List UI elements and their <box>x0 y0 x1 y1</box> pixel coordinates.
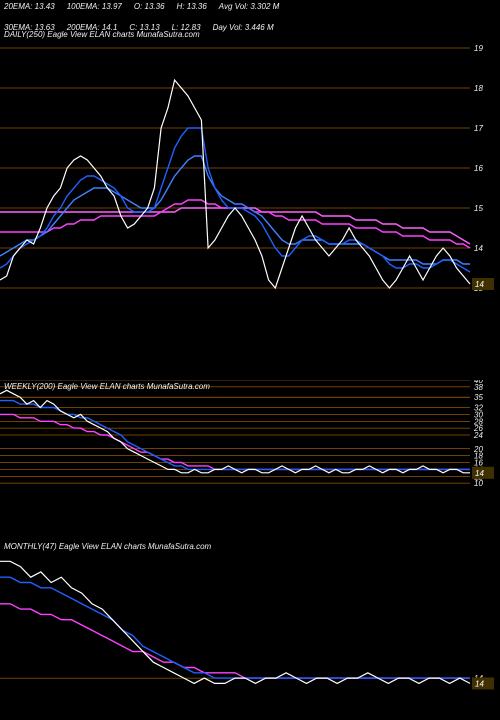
avgvol-stat: Avg Vol: 3.302 M <box>219 2 279 11</box>
svg-text:18: 18 <box>474 84 483 93</box>
monthly-panel-title: MONTHLY(47) Eagle View ELAN charts Munaf… <box>4 542 211 551</box>
daily-ema200-line <box>0 208 470 244</box>
svg-text:40: 40 <box>474 380 483 385</box>
svg-text:14: 14 <box>475 679 484 688</box>
monthly-ema100-line <box>0 604 470 678</box>
svg-text:14: 14 <box>475 280 484 289</box>
svg-text:19: 19 <box>474 44 483 53</box>
daily-price-line <box>0 80 470 288</box>
svg-text:20: 20 <box>473 445 483 454</box>
daily-panel-title: DAILY(250) Eagle View ELAN charts Munafa… <box>4 30 200 39</box>
svg-text:14: 14 <box>474 244 483 253</box>
weekly-ema100-line <box>0 414 470 469</box>
svg-text:16: 16 <box>474 164 483 173</box>
open-stat: O: 13.36 <box>134 2 165 11</box>
daily-chart: 1314151617181914 <box>0 28 500 328</box>
header-row-1: 20EMA: 13.43 100EMA: 13.97 O: 13.36 H: 1… <box>4 2 496 11</box>
ema100-stat: 100EMA: 13.97 <box>67 2 122 11</box>
monthly-ema20-line <box>0 577 470 678</box>
weekly-price-line <box>0 390 470 473</box>
svg-text:35: 35 <box>474 393 483 402</box>
monthly-price-line <box>0 561 470 683</box>
monthly-chart: 1414 <box>0 540 500 710</box>
weekly-chart: 101214161820242628303235384014 <box>0 380 500 490</box>
svg-text:14: 14 <box>475 469 484 478</box>
high-stat: H: 13.36 <box>177 2 207 11</box>
svg-text:15: 15 <box>474 204 483 213</box>
daily-ema20-line <box>0 128 470 272</box>
ema20-stat: 20EMA: 13.43 <box>4 2 55 11</box>
weekly-panel-title: WEEKLY(200) Eagle View ELAN charts Munaf… <box>4 382 210 391</box>
svg-text:17: 17 <box>474 124 483 133</box>
svg-text:32: 32 <box>474 404 483 413</box>
